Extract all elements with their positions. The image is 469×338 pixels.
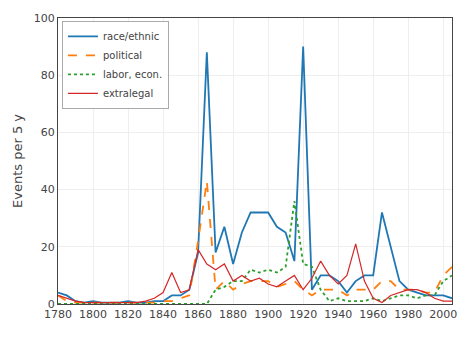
svg-text:1860: 1860 (184, 308, 212, 321)
svg-text:80: 80 (41, 69, 55, 82)
svg-text:1960: 1960 (359, 308, 387, 321)
svg-text:1880: 1880 (219, 308, 247, 321)
svg-text:1840: 1840 (149, 308, 177, 321)
svg-text:60: 60 (41, 126, 55, 139)
svg-text:labor, econ.: labor, econ. (103, 69, 162, 80)
svg-text:1900: 1900 (254, 308, 282, 321)
svg-text:1780: 1780 (44, 308, 72, 321)
svg-text:Events per 5 y: Events per 5 y (10, 114, 25, 208)
svg-text:1800: 1800 (79, 308, 107, 321)
svg-text:2000: 2000 (429, 308, 457, 321)
svg-text:1820: 1820 (114, 308, 142, 321)
svg-text:1920: 1920 (289, 308, 317, 321)
svg-text:20: 20 (41, 241, 55, 254)
svg-text:race/ethnic: race/ethnic (103, 31, 159, 42)
svg-text:1940: 1940 (324, 308, 352, 321)
svg-text:0: 0 (48, 298, 55, 311)
svg-text:100: 100 (34, 12, 55, 25)
svg-text:political: political (103, 50, 142, 61)
svg-text:1980: 1980 (394, 308, 422, 321)
svg-text:extralegal: extralegal (103, 88, 153, 99)
svg-text:40: 40 (41, 183, 55, 196)
